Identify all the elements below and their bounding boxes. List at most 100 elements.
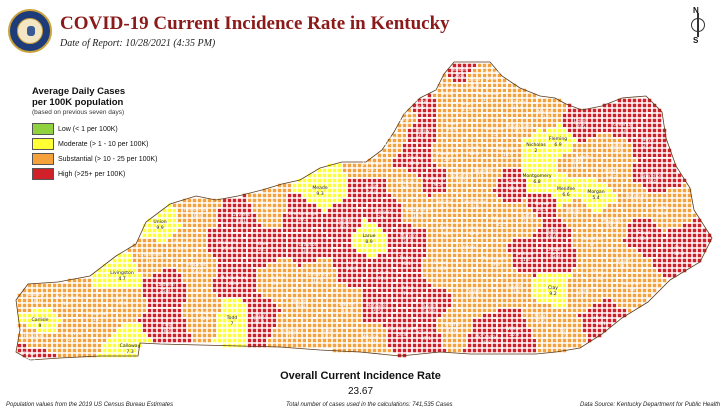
county-name-casey: Casey [434, 260, 448, 266]
county-name-larue: Larue [362, 233, 375, 239]
legend: Average Daily Cases per 100K population … [32, 86, 192, 182]
county-butler[interactable] [256, 257, 298, 304]
county-name-menifee: Menifee [557, 186, 575, 192]
county-value-marshall: 18.1 [93, 317, 103, 323]
county-fayette[interactable] [471, 157, 503, 194]
county-value-edmonson: 12.9 [313, 278, 323, 284]
report-date: Date of Report: 10/28/2021 (4:35 PM) [60, 38, 216, 49]
county-name-boyle: Boyle [440, 225, 453, 231]
county-name-estill: Estill [523, 213, 534, 219]
county-value-monroe: 24.9 [365, 340, 375, 346]
county-value-muhlenberg: 26.1 [229, 281, 239, 287]
county-name-jessamine: Jessamine [462, 199, 486, 205]
county-taylor[interactable] [386, 247, 428, 274]
county-name-campbell: Campbell [481, 70, 503, 76]
county-calloway[interactable] [96, 322, 153, 359]
county-value-union: 9.9 [156, 225, 163, 231]
county-name-metcalfe: Metcalfe [366, 303, 386, 309]
county-value-carter: 21.5 [611, 149, 621, 155]
county-value-fulton: 26.3 [25, 357, 35, 363]
county-value-campbell: 15.8 [487, 76, 497, 82]
county-name-knott: Knott [618, 258, 631, 264]
county-name-powell: Powell [535, 201, 550, 207]
county-value-ohio: 33.3 [258, 247, 268, 253]
county-value-mccracken: 12.9 [63, 301, 73, 307]
county-value-gallatin: 16.2 [442, 91, 452, 97]
legend-swatch-substantial [32, 153, 54, 165]
county-value-calloway: 7.3 [126, 349, 133, 355]
county-value-lawrence: 49.4 [646, 179, 656, 185]
county-name-clay: Clay [548, 285, 558, 291]
county-value-menifee: 6.6 [562, 192, 569, 198]
legend-label-moderate: Moderate (> 1 - 10 per 100K) [58, 140, 149, 148]
legend-swatch-high [32, 168, 54, 180]
county-value-lincoln: 23.5 [462, 250, 472, 256]
county-name-trimble: Trimble [395, 111, 413, 117]
county-value-marion: 37.8 [403, 239, 413, 245]
county-value-wayne: 14.0 [447, 328, 457, 334]
county-value-pendleton: 17.2 [483, 97, 493, 103]
county-crittenden[interactable] [126, 237, 173, 279]
county-bracken[interactable] [501, 82, 538, 119]
county-value-bell: 22 [561, 334, 567, 340]
county-name-greenup: Greenup [613, 122, 633, 128]
county-russell[interactable] [406, 287, 453, 324]
county-name-daviess: Daviess [232, 212, 251, 218]
county-name-bell: Bell [560, 328, 569, 334]
county-name-garrard: Garrard [465, 225, 483, 231]
county-caldwell[interactable] [141, 267, 188, 309]
county-value-caldwell: 25.8 [160, 288, 170, 294]
county-value-todd: 7 [231, 321, 234, 327]
county-clark[interactable] [491, 167, 528, 204]
county-name-simpson: Simpson [280, 328, 300, 334]
kentucky-outline [15, 61, 713, 361]
county-hart[interactable] [331, 242, 373, 289]
county-name-ohio: Ohio [258, 241, 269, 247]
county-name-woodford: Woodford [450, 173, 472, 179]
legend-title-line1: Average Daily Cases [32, 86, 126, 97]
county-name-martin: Martin [655, 205, 670, 211]
county-value-butler: 24.4 [273, 281, 283, 287]
county-value-magoffin: 15.4 [607, 224, 617, 230]
legend-note: (based on previous seven days) [32, 109, 125, 116]
county-hancock[interactable] [246, 182, 293, 229]
county-value-laurel: 13.4 [510, 289, 520, 295]
county-letcher[interactable] [611, 267, 668, 314]
compass-south-label: S [693, 36, 699, 45]
county-muhlenberg[interactable] [211, 257, 258, 299]
county-value-allen: 18.8 [322, 334, 332, 340]
county-name-bourbon: Bourbon [498, 146, 517, 152]
county-name-pulaski: Pulaski [466, 288, 482, 294]
county-whitley[interactable] [491, 307, 538, 354]
county-wayne[interactable] [436, 302, 473, 354]
county-name-union: Union [153, 219, 166, 225]
overall-rate-title: Overall Current Incidence Rate [280, 370, 441, 382]
county-metcalfe[interactable] [361, 287, 398, 324]
county-value-ballard: 18.1 [31, 298, 41, 304]
county-name-gallatin: Gallatin [438, 85, 456, 91]
county-value-mccreary: 29.8 [481, 340, 491, 346]
county-name-owsley: Owsley [547, 247, 564, 253]
county-name-lincoln: Lincoln [459, 244, 475, 250]
county-name-warren: Warren [292, 298, 308, 304]
county-value-owen: 24.9 [447, 127, 457, 133]
county-value-wolfe: 15 [571, 214, 577, 220]
kentucky-state-seal [8, 9, 52, 53]
county-value-garrard: 19.4 [469, 231, 479, 237]
county-value-breckinridge: 30.2 [298, 217, 308, 223]
county-value-elliott: 24.7 [606, 175, 616, 181]
county-name-carlisle: Carlisle [32, 317, 49, 323]
county-value-boyd: 27.2 [643, 143, 653, 149]
county-name-perry: Perry [593, 270, 605, 276]
county-name-bracken: Bracken [509, 99, 528, 105]
county-name-carroll: Carroll [413, 99, 428, 105]
county-name-marshall: Marshall [88, 311, 107, 317]
county-name-hancock: Hancock [256, 200, 276, 206]
county-name-fulton: Fulton [23, 351, 37, 357]
county-value-livingston: 4.7 [118, 276, 125, 282]
county-name-lyon: Lyon [116, 295, 127, 301]
county-name-hardin: Hardin [336, 218, 351, 224]
county-value-taylor: 35.1 [401, 261, 411, 267]
county-name-harrison: Harrison [484, 126, 503, 132]
county-value-pike: 32.3 [674, 251, 684, 257]
